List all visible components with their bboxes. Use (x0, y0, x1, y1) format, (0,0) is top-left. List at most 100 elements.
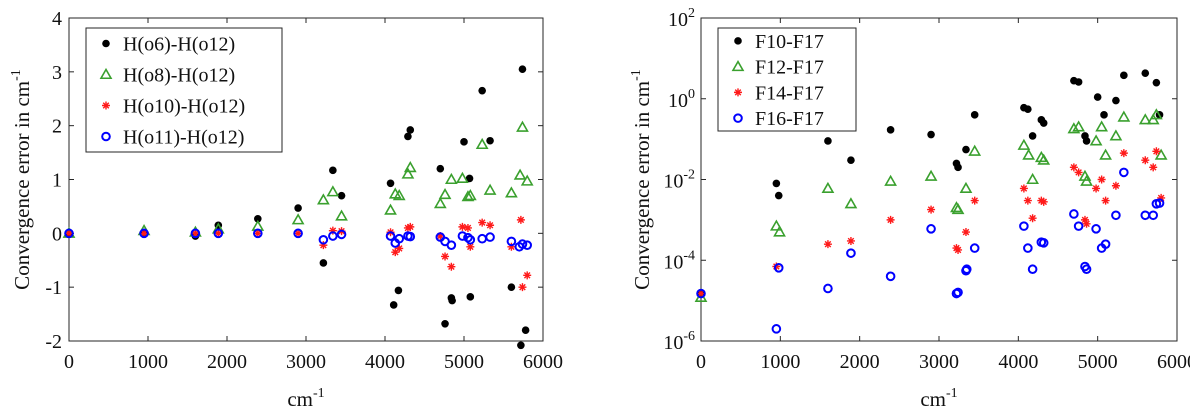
data-point (1149, 163, 1158, 172)
data-point (447, 262, 456, 271)
data-point (1069, 163, 1078, 172)
data-point (1120, 71, 1128, 80)
x-tick-label: 6000 (523, 351, 563, 373)
data-point (1022, 148, 1036, 160)
data-point (1023, 243, 1033, 253)
data-point (1080, 174, 1093, 186)
series-asterisk (697, 147, 1166, 298)
data-point (1039, 119, 1048, 127)
data-point (293, 228, 303, 239)
data-point (213, 228, 224, 239)
data-point (1099, 148, 1112, 160)
x-tick-label: 3000 (286, 351, 326, 373)
y-tick-label: 10-6 (663, 329, 695, 354)
data-point (1074, 78, 1083, 86)
data-point (507, 242, 516, 251)
data-point (1069, 209, 1079, 219)
data-point (970, 196, 979, 205)
data-point (140, 229, 149, 238)
data-point (395, 244, 404, 253)
data-point (405, 231, 416, 242)
x-tick-label: 5000 (444, 351, 484, 373)
data-point (927, 205, 936, 214)
data-point (1027, 264, 1038, 275)
data-point (1111, 210, 1121, 221)
data-point (335, 209, 348, 221)
data-point (886, 126, 895, 134)
data-point (1157, 193, 1166, 202)
data-point (446, 240, 457, 250)
data-point (1100, 239, 1111, 249)
data-point (885, 271, 896, 282)
data-point (1119, 167, 1129, 178)
data-point (516, 215, 525, 224)
data-point (1092, 184, 1101, 193)
data-point (394, 233, 405, 244)
data-point (962, 145, 970, 154)
data-point (823, 283, 833, 294)
y-tick-label: 3 (52, 62, 62, 84)
legend-label: H(o8)-H(o12) (123, 65, 235, 87)
data-point (317, 193, 330, 205)
legend-label: H(o11)-H(o12) (123, 127, 244, 149)
data-point (329, 166, 337, 175)
data-point (139, 228, 149, 239)
data-point (64, 228, 74, 239)
data-point (513, 168, 527, 180)
series-triangle (694, 108, 1168, 302)
data-point (406, 126, 415, 134)
data-point (1028, 132, 1037, 140)
data-point (456, 171, 469, 183)
data-point (696, 288, 706, 299)
data-point (520, 174, 534, 186)
y-tick-label: 1 (52, 170, 62, 192)
data-point (433, 197, 447, 209)
data-point (466, 293, 475, 301)
y-tick-label: 100 (668, 87, 695, 112)
data-point (773, 225, 786, 237)
series-circle (64, 228, 533, 252)
data-point (1154, 198, 1165, 208)
data-point (1037, 196, 1046, 205)
data-point (478, 86, 486, 95)
data-point (483, 183, 497, 195)
x-tick-label: 6000 (1157, 351, 1190, 373)
data-point (1080, 215, 1089, 224)
data-point (505, 186, 518, 198)
data-point (970, 111, 979, 119)
data-point (1138, 113, 1152, 125)
data-point (772, 179, 781, 188)
data-point (436, 232, 445, 241)
data-point (1026, 172, 1039, 185)
data-point (391, 248, 400, 257)
data-point (214, 229, 223, 238)
data-point (254, 214, 262, 223)
data-point (318, 234, 329, 245)
data-point (954, 163, 962, 172)
data-point (486, 221, 495, 230)
data-point (1149, 108, 1163, 120)
x-tick-label: 5000 (1078, 351, 1118, 373)
left-chart: 0 1000 2000 3000 4000 5000 6000 -2 -1 0 1 2 3 4 cm-1 Co… (9, 8, 563, 411)
data-point (457, 231, 468, 241)
y-tick-label: 4 (52, 8, 62, 30)
data-point (507, 283, 516, 291)
data-point (1028, 214, 1037, 223)
data-point (463, 223, 472, 232)
x-tick-label: 1000 (760, 351, 800, 373)
data-point (1112, 96, 1120, 105)
x-tick-label: 2000 (207, 351, 247, 373)
data-point (253, 229, 262, 238)
legend-label: F10-F17 (755, 31, 824, 53)
data-point (1109, 129, 1123, 141)
data-point (436, 164, 445, 173)
data-point (927, 130, 935, 139)
legend-label: H(o6)-H(o12) (123, 34, 235, 56)
data-point (65, 229, 73, 238)
data-point (773, 263, 784, 273)
data-point (465, 234, 476, 245)
y-axis-label: Convergence error in cm-1 (9, 69, 34, 290)
data-point (1081, 264, 1092, 275)
data-point (1082, 137, 1091, 145)
